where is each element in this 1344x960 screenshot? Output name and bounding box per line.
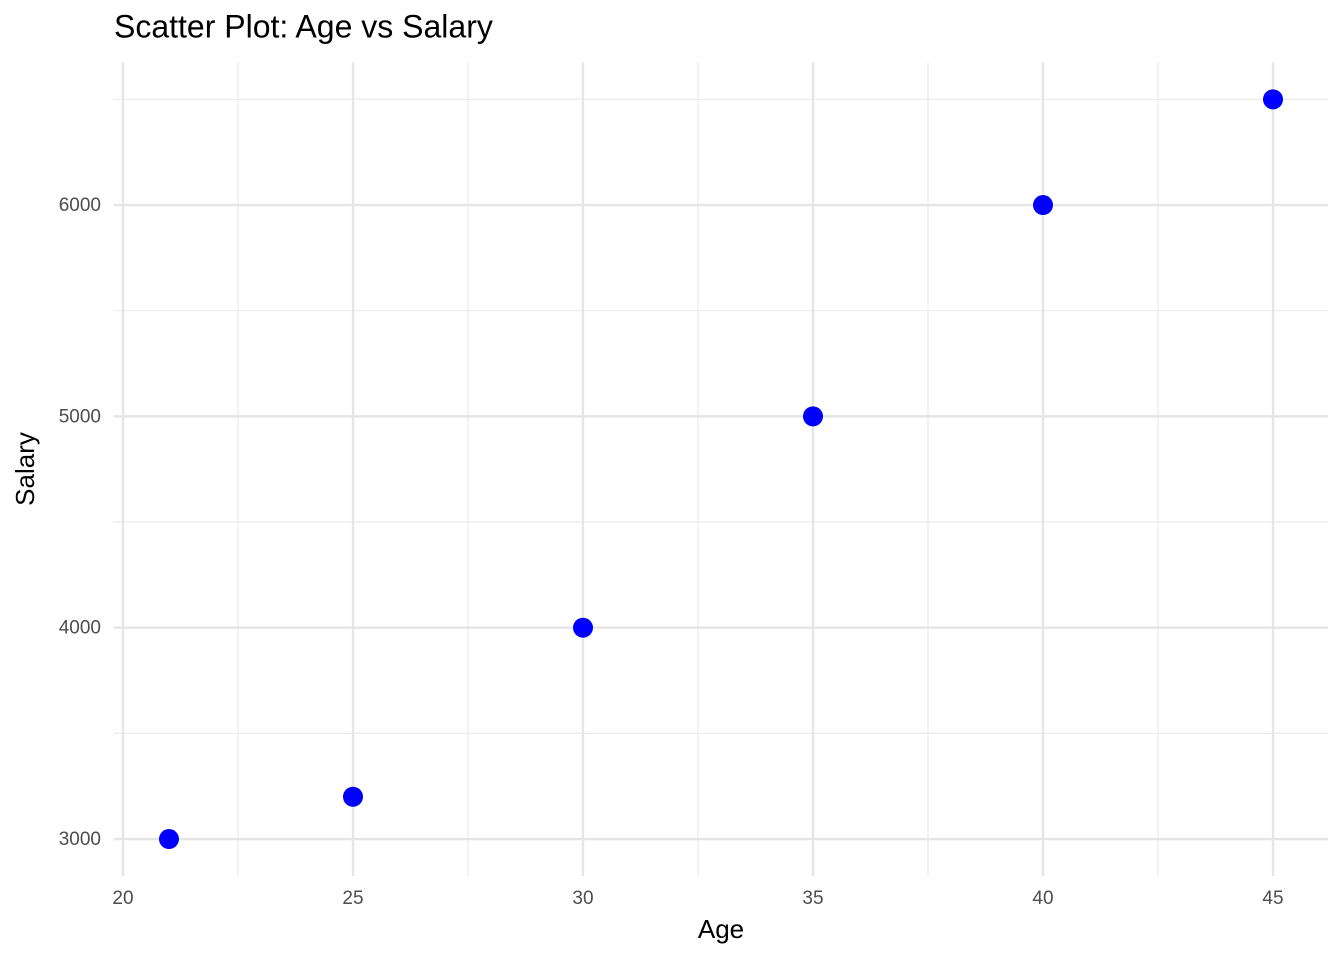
x-tick-label: 25 xyxy=(342,888,363,909)
y-tick-label: 5000 xyxy=(59,406,101,427)
y-tick-label: 4000 xyxy=(59,618,101,639)
x-tick-label: 40 xyxy=(1032,888,1053,909)
point xyxy=(159,829,179,850)
x-tick-label: 20 xyxy=(112,888,133,909)
y-axis-title: Salary xyxy=(10,432,40,506)
x-tick-label: 45 xyxy=(1262,888,1283,909)
chart-title: Scatter Plot: Age vs Salary xyxy=(114,8,493,44)
x-axis-title: Age xyxy=(698,914,744,944)
x-tick-label: 30 xyxy=(572,888,593,909)
point xyxy=(343,786,363,807)
x-tick-label: 35 xyxy=(802,888,823,909)
point xyxy=(1033,195,1053,216)
point xyxy=(1263,89,1283,110)
point xyxy=(803,406,823,427)
y-tick-label: 6000 xyxy=(59,195,101,216)
point xyxy=(573,617,593,638)
y-tick-label: 3000 xyxy=(59,829,101,850)
